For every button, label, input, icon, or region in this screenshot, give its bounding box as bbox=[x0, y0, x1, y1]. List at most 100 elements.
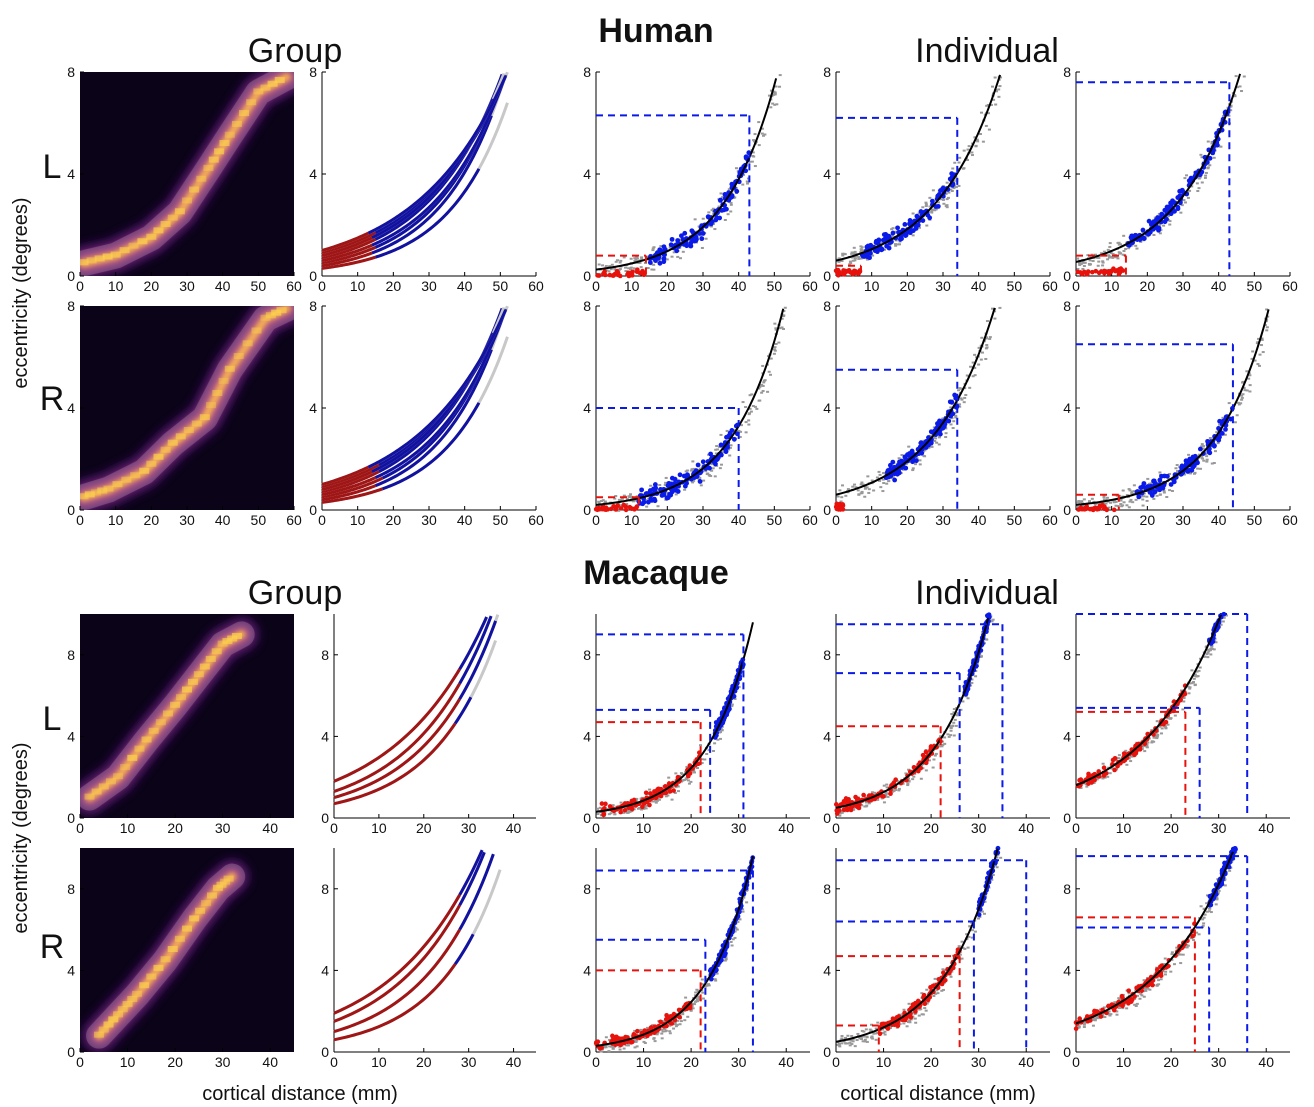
human-R-group-heatmap-density-cell bbox=[160, 446, 171, 453]
macaque-L-individual-3-grey-point bbox=[1154, 736, 1158, 739]
macaque-R-individual-2-grey-point bbox=[844, 1037, 848, 1040]
human-L-individual-3-grey-point bbox=[1124, 247, 1128, 250]
human-L-individual-3-grey-point bbox=[1212, 156, 1216, 159]
human-L-individual-1-x-tick-label: 40 bbox=[731, 278, 747, 294]
macaque-L-individual-3-y-tick-label: 0 bbox=[1063, 810, 1071, 826]
human-L-individual-1-grey-point bbox=[607, 270, 611, 273]
macaque-R-individual-1-grey-point bbox=[622, 1047, 626, 1050]
human-L-individual-3-grey-point bbox=[1101, 260, 1105, 263]
human-R-individual-1-grey-point bbox=[597, 500, 601, 503]
macaque-R-group-fits-fit-red-1 bbox=[333, 904, 462, 1023]
macaque-R-individual-2-grey-point bbox=[925, 1002, 929, 1005]
macaque-L-group-fits-fit-red-2 bbox=[333, 698, 461, 800]
human-R-individual-1-grey-point bbox=[761, 384, 765, 387]
human-R-individual-1-grey-point bbox=[627, 495, 631, 498]
human-L-group-fits-fit-blue-2 bbox=[374, 73, 504, 241]
human-L-individual-2-grey-point bbox=[984, 124, 988, 127]
macaque-R-group-heatmap-density-cell bbox=[212, 884, 223, 891]
human-L-individual-3-grey-point bbox=[1096, 264, 1100, 267]
human-L-individual-1-grey-point bbox=[773, 103, 777, 106]
human-L-individual-2-grey-point bbox=[860, 246, 864, 249]
macaque-R-individual-1-grey-point bbox=[689, 1009, 693, 1012]
human-R-individual-1-grey-point bbox=[772, 348, 776, 351]
macaque-L-group-heatmap-density-cell bbox=[105, 778, 116, 785]
macaque-L-individual-3-grey-point bbox=[1173, 714, 1177, 717]
macaque-R-individual-2-grey-point bbox=[865, 1036, 869, 1039]
human-R-individual-2-grey-point bbox=[965, 374, 969, 377]
human-L-individual-2-grey-point bbox=[954, 186, 958, 189]
macaque-R-individual-2-grey-point bbox=[991, 874, 995, 877]
group-x-axis-label: cortical distance (mm) bbox=[202, 1083, 398, 1105]
human-R-individual-3-grey-point bbox=[1200, 443, 1204, 446]
macaque-R-individual-1-x-tick-label: 30 bbox=[731, 1054, 747, 1070]
human-R-individual-2-grey-point bbox=[944, 436, 948, 439]
human-L-individual-1-grey-point bbox=[721, 196, 725, 199]
human-L-group-fits-x-tick-label: 30 bbox=[421, 278, 437, 294]
human-L-individual-2-scatter bbox=[833, 74, 1003, 278]
macaque-R-individual-2-grey-point bbox=[840, 1034, 844, 1037]
human-R-individual-3-grey-point bbox=[1119, 498, 1123, 501]
human-R-individual-1-fit-line bbox=[595, 308, 785, 506]
human-L-individual-1-grey-point bbox=[681, 250, 685, 253]
human-R-individual-1-grey-point bbox=[614, 495, 618, 498]
macaque-R-individual-1-grey-point bbox=[660, 1028, 664, 1031]
human-R-group-heatmap-density-cell bbox=[251, 327, 262, 334]
macaque-L-individual-2-grey-point bbox=[882, 784, 886, 787]
macaque-R-individual-1-grey-point bbox=[735, 928, 739, 931]
macaque-L-individual-3-grey-point bbox=[1210, 645, 1214, 648]
human-R-individual-2-grey-point bbox=[980, 336, 984, 339]
human-L-individual-2-x-tick-label: 0 bbox=[832, 278, 840, 294]
human-L-individual-2-grey-point bbox=[924, 203, 928, 206]
macaque-R-individual-2-grey-point bbox=[860, 1029, 864, 1032]
macaque-R-group-fits-fit-red-3 bbox=[333, 963, 457, 1042]
human-R-individual-2-grey-point bbox=[935, 441, 939, 444]
human-L-individual-1-grey-point bbox=[751, 154, 755, 157]
macaque-L-individual-1-grey-point bbox=[716, 738, 720, 741]
human-R-group-fits-y-tick-label: 8 bbox=[309, 298, 317, 314]
human-R-individual-1-grey-point bbox=[737, 429, 741, 432]
human-R-individual-1-blue-point bbox=[682, 483, 688, 489]
human-R-individual-2-y-tick-label: 8 bbox=[823, 298, 831, 314]
human-R-individual-2-blue-point bbox=[905, 452, 910, 458]
human-L-individual-2-x-tick-label: 40 bbox=[971, 278, 987, 294]
human-R-group-fits-fits bbox=[321, 305, 509, 504]
macaque-L-individual-3-grey-point bbox=[1167, 717, 1171, 720]
macaque-L-individual-3-grey-point bbox=[1207, 650, 1211, 653]
human-R-group-heatmap-density-cell bbox=[167, 439, 178, 446]
human-L-group-fits-x-tick-label: 10 bbox=[350, 278, 366, 294]
human-R-individual-2-grey-point bbox=[918, 459, 922, 462]
human-R-individual-1-grey-point bbox=[757, 387, 761, 390]
human-R-individual-2-grey-point bbox=[968, 386, 972, 389]
human-L-individual-2-grey-point bbox=[958, 156, 962, 159]
human-R-individual-2-grey-point bbox=[867, 491, 871, 494]
macaque-L-individual-2-grey-point bbox=[897, 789, 901, 792]
macaque-R-individual-1-grey-point bbox=[633, 1046, 637, 1049]
human-R-individual-3-grey-point bbox=[1158, 471, 1162, 474]
human-R-individual-1-grey-point bbox=[714, 448, 718, 451]
human-L-group-heatmap-density-cell bbox=[208, 156, 219, 163]
human-R-individual-3-x-tick-label: 40 bbox=[1211, 512, 1227, 528]
human-L-group-heatmap-density-cell bbox=[153, 227, 164, 234]
macaque-L-individual-2-grey-point bbox=[894, 788, 898, 791]
human-L-individual-3-red-point bbox=[1112, 268, 1118, 274]
macaque-L-individual-2-red-point bbox=[843, 800, 849, 805]
human-R-individual-1-grey-point bbox=[625, 498, 629, 501]
human-L-individual-2-grey-point bbox=[997, 88, 1001, 91]
human-L-individual-3-blue-point bbox=[1175, 206, 1181, 212]
macaque-L-individual-1-red-point bbox=[603, 801, 608, 807]
human-L-group-heatmap-density-cell bbox=[146, 233, 157, 240]
macaque-R-individual-1-grey-point bbox=[695, 988, 699, 991]
human-L-group-heatmap-density-cell bbox=[137, 238, 148, 245]
human-R-individual-3-red-point bbox=[1079, 506, 1085, 512]
human-L-individual-1-grey-point bbox=[640, 256, 644, 259]
human-R-individual-1-grey-point bbox=[741, 401, 745, 404]
human-L-group-heatmap-density-cell bbox=[219, 140, 230, 147]
human-R-individual-3-grey-point bbox=[1256, 363, 1260, 366]
human-L-individual-3-grey-point bbox=[1186, 196, 1190, 199]
human-L-individual-1-grey-point bbox=[753, 133, 757, 136]
human-R-individual-2-grey-point bbox=[859, 483, 863, 486]
human-R-individual-3-grey-point bbox=[1245, 389, 1249, 392]
macaque-L-individual-3-x-tick-label: 30 bbox=[1211, 820, 1227, 836]
human-L-individual-2-grey-point bbox=[857, 256, 861, 259]
macaque-L-individual-2-red-point bbox=[888, 791, 893, 796]
